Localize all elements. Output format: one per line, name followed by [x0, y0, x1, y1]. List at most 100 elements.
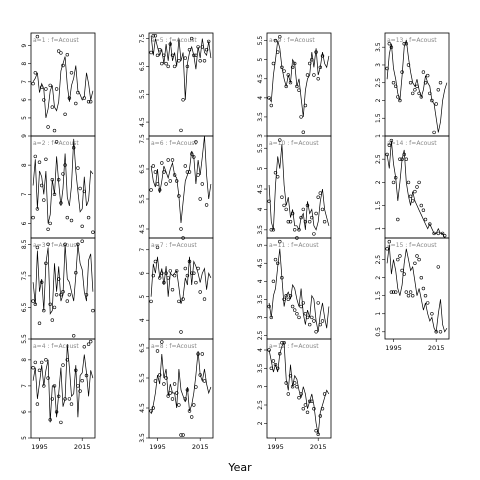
- fitted-line: [150, 256, 212, 304]
- observed-point: [48, 83, 52, 88]
- observed-point: [394, 84, 398, 89]
- observed-point: [76, 90, 80, 95]
- y-tick-label: 5: [139, 295, 146, 299]
- observed-point: [61, 63, 65, 68]
- observed-point: [273, 171, 278, 175]
- observed-point: [406, 294, 411, 298]
- observed-point: [59, 201, 63, 205]
- observed-point: [80, 379, 84, 383]
- y-tick-label: 5.5: [257, 36, 264, 46]
- observed-point: [419, 95, 423, 99]
- observed-point: [65, 52, 70, 57]
- observed-point: [297, 396, 301, 400]
- observed-point: [436, 88, 440, 92]
- observed-point: [312, 319, 316, 323]
- observed-point: [284, 207, 288, 212]
- observed-point: [421, 286, 426, 291]
- observed-point: [194, 280, 198, 285]
- observed-point: [293, 308, 297, 312]
- y-tick-label: 1: [375, 227, 382, 231]
- observed-point: [387, 41, 391, 46]
- observed-point: [160, 271, 164, 275]
- observed-point: [417, 257, 421, 262]
- observed-point: [308, 399, 312, 403]
- y-tick-label: 3.5: [257, 294, 264, 304]
- y-tick-label: 3: [257, 315, 264, 319]
- observed-point: [432, 231, 436, 236]
- observed-point: [59, 51, 63, 55]
- observed-point: [303, 103, 308, 108]
- panel-7: a=7 : f=Acoust 4 5 6 7: [139, 237, 214, 340]
- x-tick-label: 2015: [310, 443, 327, 451]
- observed-point: [202, 379, 207, 383]
- observed-point: [402, 152, 406, 157]
- observed-point: [74, 368, 78, 372]
- observed-point: [80, 239, 84, 243]
- fitted-line: [32, 244, 94, 315]
- observed-point: [316, 195, 320, 199]
- panels: a=1 : f=Acoust 5 6 7 8 9 a=2 : f=Acoust 6 7 8 9 a=3…: [21, 32, 450, 451]
- observed-point: [280, 276, 284, 280]
- y-tick-label: 5: [257, 167, 264, 171]
- observed-point: [187, 47, 192, 52]
- panel-label: a=8 : f=Acoust: [151, 343, 197, 350]
- observed-point: [286, 297, 290, 301]
- observed-point: [207, 39, 211, 44]
- observed-point: [33, 302, 37, 306]
- observed-point: [63, 242, 67, 247]
- observed-point: [396, 257, 400, 262]
- observed-point: [175, 179, 179, 183]
- y-tick-label: 6.5: [21, 302, 28, 312]
- panel-label: a=6 : f=Acoust: [151, 140, 197, 147]
- observed-point: [44, 261, 48, 265]
- panel-3: a=3 : f=Acoust 5.5 6.5 7.5 8.5: [21, 237, 96, 344]
- observed-point: [396, 217, 400, 222]
- observed-point: [86, 342, 91, 346]
- y-tick-label: 4.5: [257, 74, 264, 84]
- observed-point: [436, 231, 440, 236]
- observed-point: [320, 407, 325, 411]
- observed-point: [282, 297, 286, 301]
- observed-point: [421, 208, 426, 212]
- observed-point: [71, 334, 76, 338]
- observed-point: [170, 397, 175, 401]
- observed-point: [168, 179, 173, 183]
- observed-point: [155, 245, 160, 250]
- y-tick-label: 4.5: [139, 117, 146, 127]
- observed-point: [282, 341, 286, 345]
- observed-point: [149, 50, 153, 55]
- fitted-line: [150, 135, 212, 224]
- x-tick-label: 1995: [31, 443, 48, 451]
- y-tick-label: 5: [257, 58, 264, 62]
- observed-point: [179, 433, 183, 437]
- observed-point: [153, 259, 158, 264]
- y-tick-label: 4: [257, 279, 264, 283]
- observed-point: [391, 80, 396, 85]
- observed-point: [39, 183, 44, 188]
- observed-point: [288, 220, 293, 224]
- observed-point: [295, 312, 299, 316]
- observed-point: [406, 63, 411, 67]
- observed-point: [63, 112, 67, 117]
- observed-point: [46, 376, 50, 380]
- observed-point: [438, 80, 443, 85]
- observed-point: [314, 429, 318, 433]
- observed-point: [172, 273, 177, 278]
- observed-point: [299, 115, 303, 119]
- observed-point: [192, 53, 196, 57]
- panel-label: a=10 : f=Acoust: [269, 140, 319, 147]
- observed-point: [54, 87, 59, 91]
- y-tick-label: 3.5: [257, 112, 264, 122]
- observed-point: [312, 407, 316, 411]
- observed-point: [63, 397, 67, 401]
- observed-point: [50, 318, 54, 322]
- observed-point: [267, 348, 271, 352]
- y-tick-label: 6.5: [139, 61, 146, 71]
- observed-point: [172, 173, 177, 177]
- observed-point: [202, 59, 207, 63]
- observed-point: [187, 409, 192, 413]
- observed-point: [177, 403, 181, 407]
- observed-point: [192, 155, 196, 159]
- x-tick-label: 1995: [385, 344, 402, 352]
